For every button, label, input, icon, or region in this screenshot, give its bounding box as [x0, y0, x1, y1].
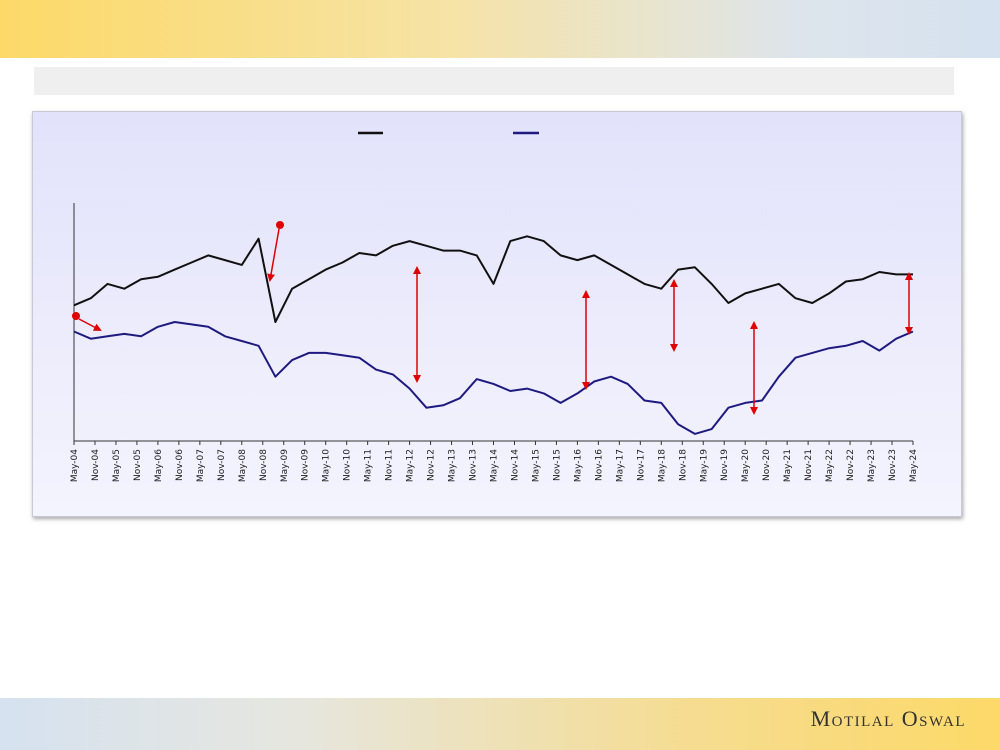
series-lines: [73, 235, 914, 435]
x-tick-label: May-15: [531, 449, 541, 482]
x-tick-label: May-23: [867, 449, 877, 482]
x-tick-label: Nov-18: [678, 449, 688, 481]
x-tick-labels: May-04 Nov-04 May-05 Nov-05 May-06 Nov-06 May-…: [70, 449, 919, 482]
series-line-2: [73, 321, 914, 435]
x-tick-label: May-04: [70, 449, 80, 482]
x-tick-label: Nov-09: [301, 449, 311, 481]
x-tick-label: May-22: [825, 449, 835, 482]
x-tick-label: May-16: [573, 449, 583, 482]
x-tick-label: May-06: [154, 449, 164, 482]
x-tick-label: Nov-07: [217, 449, 227, 481]
annotations: [72, 221, 913, 415]
red-arrow: [267, 228, 280, 282]
x-tick-label: May-19: [699, 449, 709, 482]
x-tick-label: May-20: [741, 449, 751, 482]
x-tick-label: Nov-11: [385, 449, 395, 481]
x-tick-label: May-18: [657, 449, 667, 482]
x-tick-label: Nov-21: [804, 449, 814, 481]
red-arrow: [78, 318, 102, 331]
x-tick-label: May-08: [238, 449, 248, 482]
header-band: [0, 0, 1000, 58]
footer-band: [0, 698, 1000, 750]
x-tick-label: Nov-12: [427, 449, 437, 481]
title-bar: [34, 67, 954, 95]
x-tick-label: Nov-17: [636, 449, 646, 481]
x-tick-label: Nov-05: [133, 449, 143, 481]
red-dot: [72, 312, 80, 320]
x-tick-label: Nov-06: [175, 449, 185, 481]
x-tick-label: May-14: [490, 449, 500, 482]
x-tick-label: Nov-04: [91, 449, 101, 481]
red-dot: [276, 221, 284, 229]
x-ticks: [73, 441, 914, 445]
x-tick-label: Nov-20: [762, 449, 772, 481]
x-tick-label: May-17: [615, 449, 625, 482]
brand-logo: Motilal Oswal: [810, 706, 966, 731]
x-tick-label: Nov-22: [846, 449, 856, 481]
x-tick-label: Nov-10: [343, 449, 353, 481]
x-tick-label: May-21: [783, 449, 793, 482]
x-tick-label: Nov-08: [259, 449, 269, 481]
x-tick-label: Nov-16: [594, 449, 604, 481]
series-line-1: [73, 235, 913, 323]
x-tick-label: Nov-14: [510, 449, 520, 481]
x-tick-label: May-24: [909, 449, 919, 482]
x-tick-label: May-13: [448, 449, 458, 482]
chart-panel: May-04 Nov-04 May-05 Nov-05 May-06 Nov-06 May-…: [32, 111, 962, 517]
x-tick-label: May-07: [196, 449, 206, 482]
x-tick-label: May-09: [280, 449, 290, 482]
x-tick-label: May-11: [364, 449, 374, 482]
x-tick-label: May-12: [406, 449, 416, 482]
x-tick-label: Nov-19: [720, 449, 730, 481]
line-chart: May-04 Nov-04 May-05 Nov-05 May-06 Nov-06 May-…: [70, 131, 919, 482]
x-tick-label: Nov-23: [888, 449, 898, 481]
x-tick-label: Nov-15: [552, 449, 562, 481]
x-tick-label: May-05: [112, 449, 122, 482]
x-tick-label: May-10: [322, 449, 332, 482]
x-tick-label: Nov-13: [469, 449, 479, 481]
